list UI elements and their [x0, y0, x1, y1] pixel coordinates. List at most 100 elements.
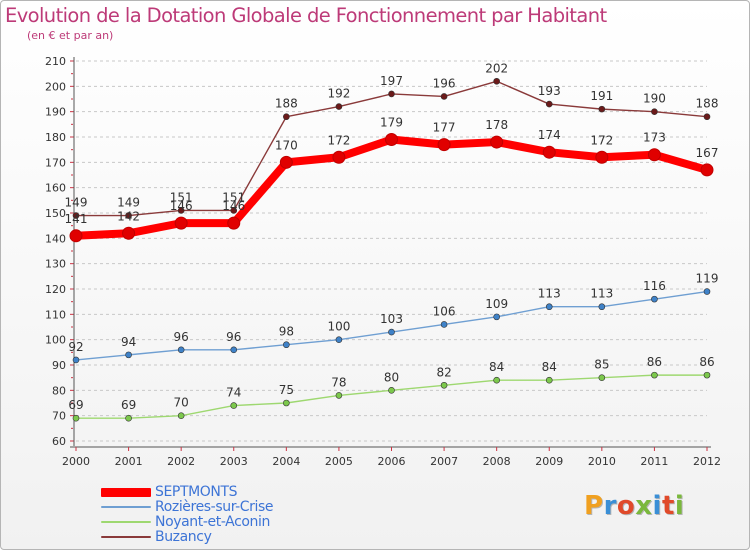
data-point	[283, 399, 290, 407]
data-label: 142	[117, 209, 140, 223]
y-tick-label: 70	[52, 410, 66, 423]
x-tick-label: 2008	[483, 455, 511, 468]
data-point	[335, 103, 343, 110]
data-point	[388, 387, 395, 394]
data-label: 69	[121, 398, 136, 412]
data-point	[647, 148, 661, 162]
data-label: 188	[696, 97, 719, 111]
data-point	[598, 374, 606, 381]
y-tick-label: 200	[45, 80, 66, 93]
data-label: 96	[226, 330, 241, 344]
data-label: 170	[275, 138, 298, 152]
legend-swatch-rozieres	[101, 506, 151, 508]
data-label: 178	[485, 118, 508, 132]
data-label: 103	[380, 312, 403, 326]
data-label: 192	[327, 87, 350, 101]
legend-swatch-buzancy	[101, 536, 151, 538]
data-point	[703, 371, 711, 379]
data-label: 177	[433, 121, 456, 135]
data-point	[651, 371, 658, 379]
logo-letter: t	[661, 491, 675, 521]
data-point	[542, 145, 556, 159]
data-point	[385, 133, 398, 147]
data-point	[177, 207, 185, 214]
data-label: 70	[174, 396, 189, 410]
logo-letter: x	[635, 491, 653, 521]
data-label: 85	[594, 358, 609, 372]
data-point	[230, 402, 238, 409]
logo-letter: i	[652, 491, 662, 521]
x-tick-label: 2009	[535, 455, 563, 468]
data-label: 190	[643, 92, 666, 106]
axes: 60 70 80 90 100 110 120 130 140 150 160 170 180 190 20…	[45, 55, 721, 468]
data-label: 109	[485, 297, 508, 311]
data-label: 86	[699, 355, 714, 369]
x-tick-label: 2001	[115, 455, 143, 468]
chart-subtitle: (en € et par an)	[27, 29, 114, 42]
data-label: 196	[433, 76, 456, 90]
data-label: 119	[696, 272, 719, 286]
proxiti-logo: Proxiti	[584, 491, 684, 521]
data-point	[230, 346, 238, 354]
y-tick-label: 90	[52, 359, 66, 372]
data-label: 141	[65, 212, 88, 226]
data-point	[440, 93, 448, 100]
chart-title: Evolution de la Dotation Globale de Fonc…	[5, 4, 607, 27]
data-point	[279, 155, 293, 169]
x-tick-label: 2007	[430, 455, 458, 468]
y-tick-label: 150	[45, 207, 66, 220]
data-point	[490, 135, 504, 149]
y-tick-label: 180	[45, 131, 66, 144]
x-tick-label: 2005	[325, 455, 353, 468]
data-point	[72, 212, 80, 219]
y-tick-label: 140	[45, 232, 66, 245]
data-point	[703, 288, 711, 295]
data-point	[545, 303, 553, 311]
data-point	[174, 216, 188, 230]
data-point	[651, 108, 658, 115]
data-label: 100	[327, 320, 350, 334]
y-tick-label: 190	[45, 106, 66, 119]
data-point	[125, 351, 132, 359]
data-point	[545, 100, 553, 108]
data-point	[493, 376, 500, 384]
data-label: 75	[279, 383, 294, 397]
data-label: 84	[542, 360, 557, 374]
data-label: 193	[538, 84, 561, 98]
legend-swatch-noyant	[101, 521, 151, 523]
data-point	[493, 77, 500, 85]
y-tick-label: 60	[52, 435, 66, 448]
logo-letter: r	[603, 491, 617, 521]
data-point	[177, 412, 185, 419]
legend-label-noyant: Noyant-et-Aconin	[155, 514, 270, 530]
data-label: 84	[489, 360, 504, 374]
data-label: 149	[117, 196, 140, 210]
data-label: 113	[538, 287, 561, 301]
y-tick-label: 80	[52, 384, 66, 397]
x-tick-label: 2012	[693, 455, 721, 468]
data-label: 78	[331, 375, 346, 389]
data-point	[700, 163, 714, 177]
data-label: 146	[222, 199, 245, 213]
legend-swatch-septmonts	[101, 488, 151, 497]
logo-letter: P	[584, 491, 604, 521]
data-point	[72, 356, 80, 364]
x-tick-label: 2000	[62, 455, 90, 468]
data-point	[177, 346, 185, 354]
data-point	[545, 376, 553, 384]
data-point	[598, 303, 606, 311]
x-tick-label: 2010	[588, 455, 616, 468]
data-point	[69, 229, 83, 243]
data-label: 146	[170, 199, 193, 213]
y-tick-label: 130	[45, 258, 66, 271]
data-label: 174	[538, 128, 561, 142]
data-point	[332, 150, 346, 164]
data-label: 69	[68, 398, 83, 412]
x-tick-label: 2004	[272, 455, 300, 468]
data-point	[72, 414, 80, 422]
series-lines	[69, 77, 714, 422]
logo-letter: o	[616, 491, 636, 521]
data-label: 80	[384, 370, 399, 384]
data-point	[388, 328, 395, 336]
